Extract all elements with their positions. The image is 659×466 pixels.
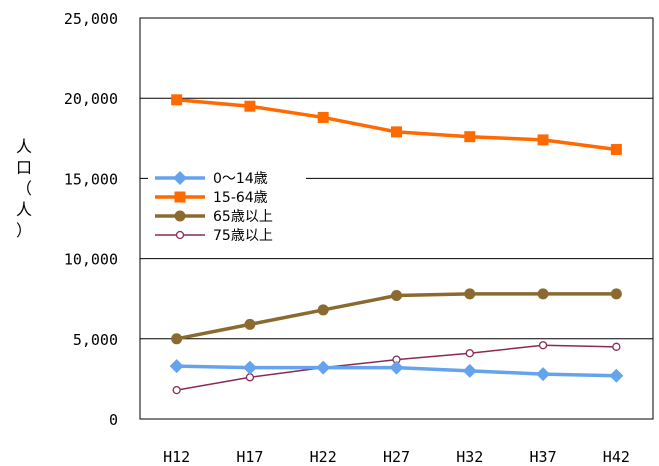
data-point	[391, 126, 402, 138]
legend-label: 75歳以上	[213, 228, 273, 244]
data-point	[245, 373, 255, 382]
y-axis-label-char: 人	[16, 137, 32, 156]
legend-label: 0～14歳	[213, 171, 268, 187]
series-2	[171, 94, 622, 156]
y-tick-label: 25,000	[64, 10, 118, 28]
data-point	[462, 363, 477, 378]
data-point	[244, 100, 256, 112]
data-point	[610, 144, 622, 156]
data-point	[317, 111, 329, 123]
x-tick-label: H22	[310, 448, 337, 466]
data-point	[538, 341, 548, 350]
y-tick-label: 5,000	[73, 331, 118, 349]
data-point	[171, 94, 183, 106]
data-point	[175, 230, 185, 240]
legend-label: 65歳以上	[213, 209, 273, 225]
series-3	[171, 288, 622, 345]
data-point	[242, 360, 257, 375]
x-tick-label: H32	[456, 448, 483, 466]
series-1	[169, 359, 624, 383]
legend: 0～14歳 15-64歳 65歳以上 75歳以上	[148, 170, 306, 252]
data-point	[537, 288, 549, 300]
data-point	[465, 349, 474, 358]
data-point	[536, 367, 551, 382]
data-point	[171, 333, 183, 345]
y-axis-label-char: ）	[16, 221, 32, 240]
data-point	[317, 304, 329, 316]
y-axis-label-char: （	[16, 179, 32, 198]
x-axis-ticks: H12 H17 H22 H27 H32 H37 H42	[163, 448, 630, 466]
data-point	[389, 360, 404, 375]
y-axis-ticks: 0 5,000 10,000 15,000 20,000 25,000	[64, 10, 118, 429]
y-axis-label: 人口（人）	[16, 137, 32, 240]
series-group	[169, 94, 624, 395]
y-tick-label: 15,000	[64, 170, 118, 188]
y-tick-label: 0	[109, 411, 118, 429]
data-point	[169, 359, 184, 374]
x-tick-label: H42	[603, 448, 630, 466]
data-point	[244, 318, 256, 330]
data-point	[610, 288, 622, 300]
series-line	[176, 98, 617, 152]
x-tick-label: H27	[383, 448, 410, 466]
data-point	[609, 368, 624, 383]
plot-area	[139, 17, 654, 420]
data-point	[174, 210, 186, 222]
data-point	[173, 171, 187, 185]
data-point	[612, 342, 621, 351]
data-point	[464, 288, 476, 300]
y-tick-label: 10,000	[64, 251, 118, 269]
x-tick-label: H17	[236, 448, 263, 466]
x-tick-label: H12	[163, 448, 190, 466]
data-point	[391, 289, 402, 301]
y-axis-label-char: 人	[16, 200, 32, 219]
data-point	[316, 360, 331, 375]
legend-background	[148, 170, 306, 252]
data-point	[464, 131, 476, 143]
y-axis-label-char: 口	[16, 158, 32, 177]
legend-label: 15-64歳	[213, 190, 268, 206]
y-tick-label: 20,000	[64, 90, 118, 108]
data-point	[172, 385, 181, 395]
data-point	[174, 191, 186, 203]
x-tick-label: H37	[530, 448, 557, 466]
data-point	[537, 134, 549, 146]
